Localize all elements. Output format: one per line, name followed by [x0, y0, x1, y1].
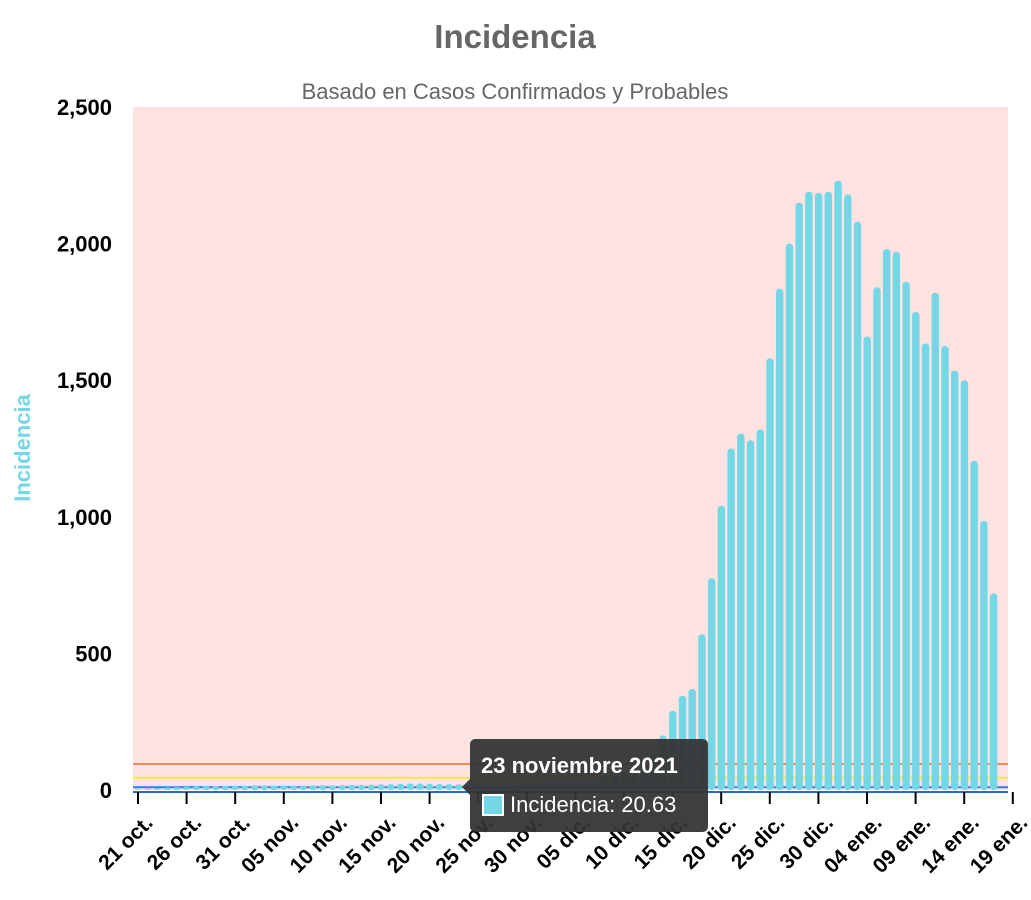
- bar: [377, 784, 385, 790]
- bar: [951, 370, 959, 790]
- bar: [387, 783, 395, 790]
- bar: [173, 786, 181, 790]
- bar: [338, 785, 346, 790]
- y-tick-label: 1,000: [57, 505, 112, 530]
- bar: [212, 786, 220, 790]
- bar: [814, 193, 823, 791]
- bar: [299, 785, 307, 790]
- tooltip-title: 23 noviembre 2021: [481, 753, 678, 778]
- bar: [805, 191, 813, 790]
- y-tick-label: 2,500: [57, 95, 112, 120]
- tooltip-swatch: [482, 794, 504, 816]
- bar: [309, 785, 317, 790]
- bar: [425, 783, 434, 790]
- bar: [727, 448, 735, 790]
- bar: [853, 221, 862, 790]
- bar: [717, 505, 726, 790]
- x-tick-label: 26 oct.: [143, 811, 206, 874]
- bar: [746, 440, 755, 790]
- bar: [863, 336, 871, 790]
- bar: [260, 785, 269, 790]
- x-tick-label: 25 dic.: [727, 811, 789, 873]
- y-tick-label: 0: [100, 778, 112, 803]
- bar: [357, 784, 366, 790]
- x-tick-label: 21 oct.: [94, 811, 157, 874]
- bar: [776, 288, 784, 790]
- bar: [941, 346, 949, 790]
- y-tick-label: 500: [75, 641, 112, 666]
- bar: [902, 281, 910, 790]
- bar: [250, 785, 259, 790]
- bar: [844, 194, 852, 790]
- bar: [445, 783, 453, 790]
- bar: [270, 785, 278, 790]
- tooltip: 23 noviembre 2021 Incidencia: 20.63: [462, 739, 708, 832]
- bar: [182, 786, 191, 790]
- bar: [241, 785, 249, 790]
- bar: [921, 343, 930, 790]
- bar: [416, 783, 424, 790]
- tooltip-box: [462, 739, 708, 832]
- plot-background: [133, 107, 1008, 790]
- bar: [221, 785, 230, 790]
- bar: [231, 785, 239, 790]
- y-axis: 0 500 1,000 1,500 2,000 2,500: [57, 95, 112, 803]
- bar: [153, 788, 162, 790]
- bar: [396, 783, 405, 790]
- bar: [785, 243, 794, 791]
- bar: [960, 380, 969, 790]
- bar: [163, 787, 171, 790]
- bar: [756, 429, 764, 790]
- bar: [144, 788, 152, 790]
- bar: [989, 593, 998, 790]
- y-axis-label: Incidencia: [10, 393, 35, 501]
- bar: [289, 785, 298, 790]
- bar: [795, 202, 803, 790]
- bar-series: [134, 180, 998, 791]
- bar: [882, 249, 891, 791]
- bar: [737, 433, 745, 790]
- bar: [367, 784, 376, 790]
- bar: [455, 784, 463, 790]
- bar: [970, 460, 978, 790]
- tooltip-value: Incidencia: 20.63: [510, 792, 676, 817]
- chart-subtitle: Basado en Casos Confirmados y Probables: [302, 79, 729, 104]
- bar: [435, 783, 444, 790]
- bar: [707, 578, 716, 790]
- bar: [202, 786, 210, 790]
- bar: [348, 784, 356, 790]
- bar: [328, 785, 337, 790]
- bar: [824, 191, 833, 790]
- bar: [873, 287, 881, 790]
- bar: [406, 783, 414, 790]
- y-tick-label: 2,000: [57, 232, 112, 257]
- bar: [192, 786, 201, 790]
- bar: [912, 311, 920, 790]
- bar: [766, 358, 774, 790]
- bar: [280, 785, 288, 790]
- chart-title: Incidencia: [434, 18, 596, 55]
- bar: [931, 292, 939, 790]
- bar: [319, 785, 327, 790]
- bar: [892, 251, 901, 790]
- bar: [980, 520, 988, 790]
- bar: [134, 789, 142, 790]
- bar: [834, 180, 842, 790]
- y-tick-label: 1,500: [57, 368, 112, 393]
